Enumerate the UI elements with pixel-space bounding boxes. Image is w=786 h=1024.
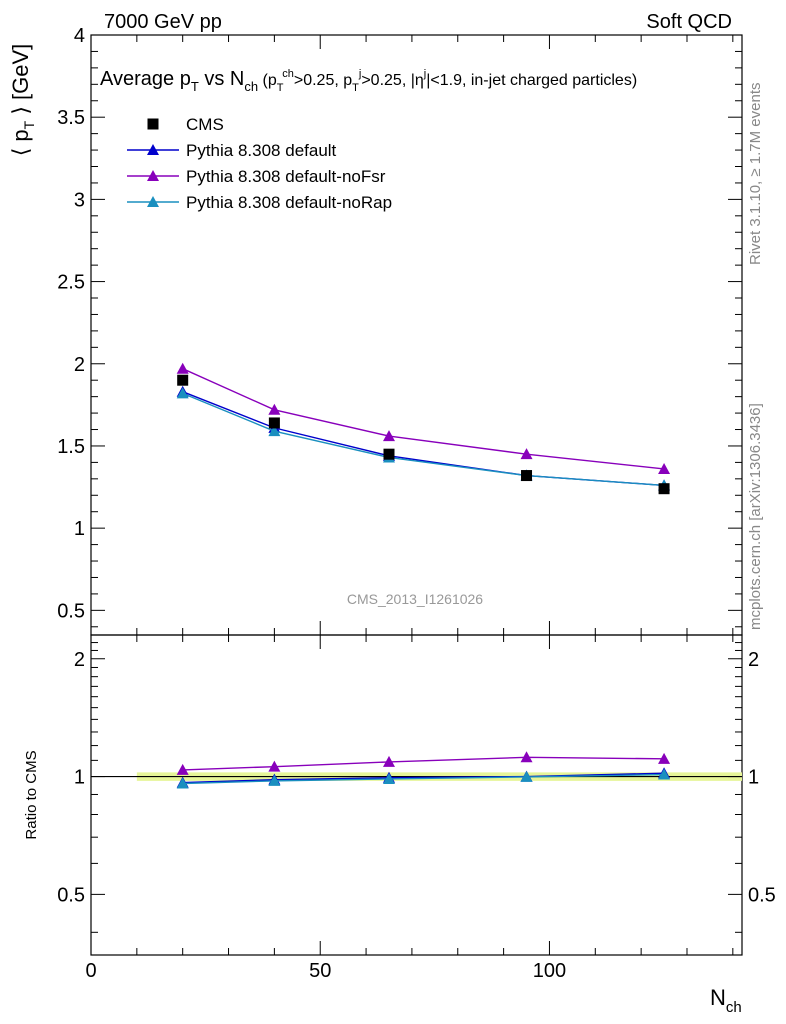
x-tick-label: 50 <box>309 960 331 982</box>
main-y-tick-label: 3.5 <box>57 107 85 129</box>
ratio-series <box>176 751 671 789</box>
ratio-y-tick-label-right: 1 <box>748 767 759 789</box>
x-ticks: 0 50 100 <box>85 35 734 982</box>
cms-data-point <box>268 417 280 429</box>
ratio-data-point <box>658 752 671 764</box>
main-y-tick-label: 2 <box>74 354 85 376</box>
ratio-data-point <box>520 770 533 782</box>
ratio-data-point <box>176 763 189 775</box>
ratio-panel: 0.5 0.5 1 1 2 2 0 50 100 Ratio to CMS Nch <box>23 35 776 1016</box>
mc-data-point <box>176 362 189 374</box>
ratio-y-tick-label: 2 <box>74 649 85 671</box>
main-series <box>176 362 671 495</box>
ratio-y-tick-label-right: 2 <box>748 649 759 671</box>
cms-data-point <box>521 470 533 482</box>
main-y-tick-label: 3 <box>74 189 85 211</box>
process-label: Soft QCD <box>646 11 732 33</box>
main-y-ticks: 0.5 1 1.5 2 2.5 3 3.5 4 <box>57 25 742 628</box>
legend-marker <box>147 196 159 207</box>
legend-label: Pythia 8.308 default <box>186 141 337 160</box>
legend-label: Pythia 8.308 default-noRap <box>186 193 392 212</box>
main-y-tick-label: 0.5 <box>57 600 85 622</box>
main-y-tick-label: 4 <box>74 25 85 47</box>
ratio-y-axis-label: Ratio to CMS <box>23 750 40 839</box>
ratio-uncertainty-band <box>91 772 742 781</box>
watermark: CMS_2013_I1261026 <box>347 591 483 607</box>
ratio-panel-frame <box>90 634 743 956</box>
ratio-data-point <box>268 774 281 786</box>
mc-data-point <box>268 403 281 415</box>
ratio-data-point <box>268 760 281 772</box>
main-panel: 0.5 1 1.5 2 2.5 3 3.5 4 ⟨ pT ⟩ [GeV] Average pT… <box>8 25 743 636</box>
rivet-label: Rivet 3.1.10, ≥ 1.7M events <box>747 83 764 266</box>
mc-data-point <box>268 425 281 437</box>
main-series-line <box>182 391 665 487</box>
ratio-y-tick-label: 0.5 <box>57 884 85 906</box>
ratio-data-point <box>382 755 395 767</box>
main-y-tick-label: 1 <box>74 518 85 540</box>
legend: CMS Pythia 8.308 default Pythia 8.308 defa… <box>127 115 392 212</box>
mc-data-point <box>658 462 671 474</box>
main-chart-title: Average pT vs Nch (pTch>0.25, pTj>0.25, … <box>100 68 637 94</box>
cms-data-point <box>658 483 670 495</box>
legend-label: Pythia 8.308 default-noFsr <box>186 167 386 186</box>
main-y-tick-label: 2.5 <box>57 272 85 294</box>
legend-label: CMS <box>186 115 224 134</box>
main-series-line <box>182 368 665 470</box>
ratio-data-point <box>658 768 671 780</box>
x-tick-label: 0 <box>85 960 96 982</box>
ratio-data-point <box>382 772 395 784</box>
main-series-line <box>182 392 665 487</box>
legend-marker <box>147 170 159 181</box>
main-y-tick-label: 1.5 <box>57 436 85 458</box>
mc-data-point <box>382 430 395 442</box>
main-y-axis-label: ⟨ pT ⟩ [GeV] <box>8 44 37 157</box>
mc-data-point <box>520 448 533 460</box>
legend-marker <box>147 144 159 155</box>
mc-data-point <box>176 387 189 399</box>
energy-label: 7000 GeV pp <box>104 11 222 33</box>
cms-data-point <box>177 374 189 386</box>
ratio-data-point <box>520 751 533 763</box>
ratio-y-ticks: 0.5 0.5 1 1 2 2 <box>57 642 776 933</box>
x-axis-label: Nch <box>710 985 742 1016</box>
ratio-data-point <box>176 777 189 789</box>
cms-data-point <box>383 448 395 460</box>
ratio-y-tick-label-right: 0.5 <box>748 884 776 906</box>
ratio-series-line <box>182 756 665 771</box>
ratio-y-tick-label: 1 <box>74 767 85 789</box>
mcplots-label: mcplots.cern.ch [arXiv:1306.3436] <box>747 403 764 630</box>
x-tick-label: 100 <box>533 960 566 982</box>
legend-marker-cms <box>147 118 159 130</box>
